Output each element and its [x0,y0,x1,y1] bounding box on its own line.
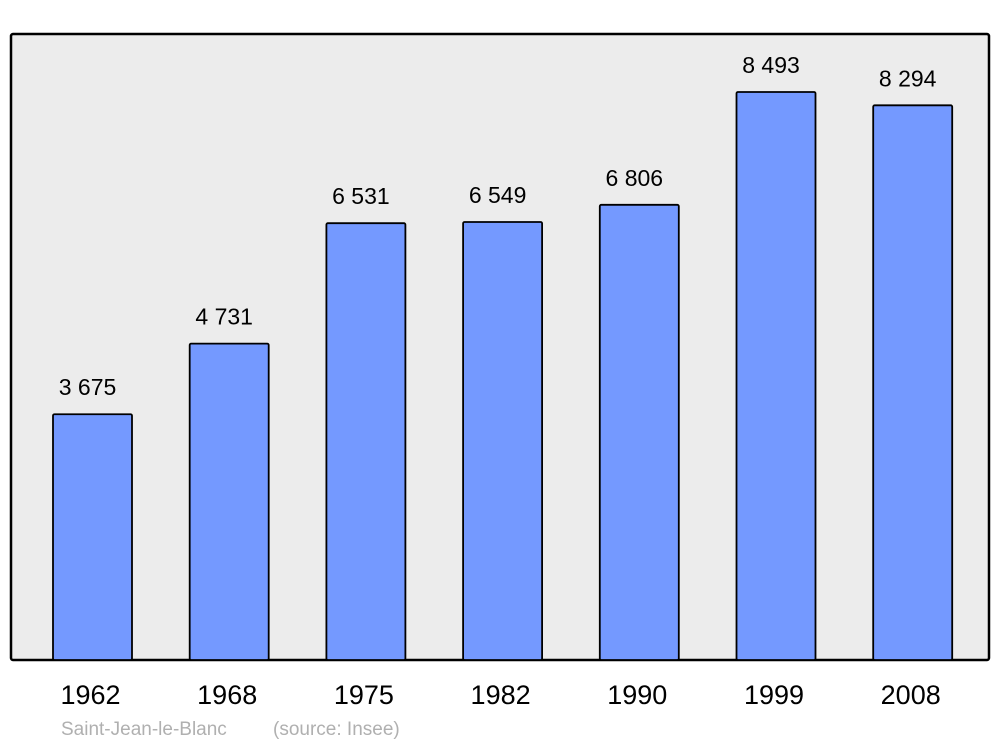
data-label: 8 493 [742,52,800,78]
caption-place: Saint-Jean-le-Blanc [61,719,227,740]
bar-1968 [188,342,270,661]
bar-1982 [462,221,544,661]
x-tick-label: 1999 [744,680,804,710]
x-tick-label: 1975 [334,680,394,710]
bar-1962 [52,413,133,661]
data-label: 4 731 [195,304,253,330]
data-label: 6 806 [606,165,664,191]
caption-source: (source: Insee) [273,719,400,740]
bar-1999 [735,91,817,661]
x-tick-label: 2008 [881,680,941,710]
data-label: 6 549 [469,182,527,208]
data-label: 8 294 [879,65,937,91]
data-label: 3 675 [59,374,117,400]
x-tick-label: 1968 [197,680,257,710]
bar-1990 [598,203,680,661]
x-tick-label: 1962 [60,680,120,710]
bar-2008 [872,104,954,661]
x-tick-label: 1982 [471,680,531,710]
bar-1975 [325,222,407,661]
data-label: 6 531 [332,183,390,209]
x-tick-label: 1990 [607,680,667,710]
